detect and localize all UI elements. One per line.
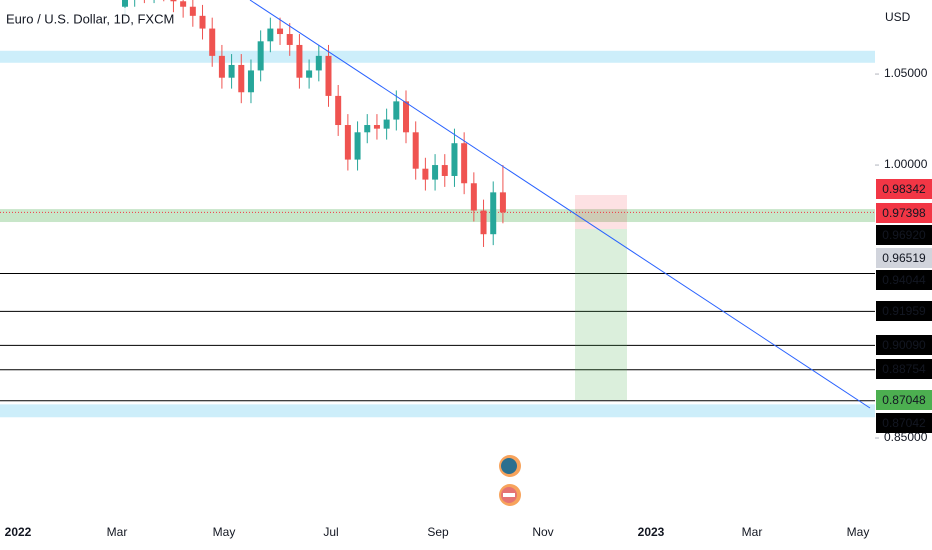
candle-body [412,132,419,169]
zone [0,209,875,223]
price-label-box [876,248,932,268]
candle-body [490,192,497,235]
candle-body [383,119,390,129]
chart-title: Euro / U.S. Dollar, 1D, FXCM [6,11,174,26]
candle-body [257,41,264,71]
target-zone [575,229,627,400]
price-label: 0.96519 [882,251,926,265]
title-background [0,8,158,32]
candle-body [209,28,216,56]
x-tick-label: 2022 [5,525,32,539]
x-tick-label: Nov [532,525,553,539]
currency-label: USD [885,10,911,24]
candle-body [315,55,322,71]
candle-body [218,55,225,78]
y-tick-label: 0.85000 [884,430,928,444]
candle-body [393,101,400,120]
candle-body [267,28,274,42]
stop-zone [575,195,627,229]
candle-body [470,183,477,211]
y-tick-label: 1.05000 [884,66,928,80]
price-label-box [876,225,932,245]
candle-body [180,1,187,7]
candle-body [499,192,506,213]
trend-line [249,0,871,409]
candle-body [277,28,284,35]
candle-body [480,210,487,235]
candle-body [296,44,303,78]
price-label: 0.94044 [882,273,926,287]
price-labels: 0.98342 0.97398 0.96920 0.96519 0.94044 0.919… [876,179,932,433]
event-icon [501,458,517,474]
price-label-box [876,270,932,290]
price-label: 0.96920 [882,228,926,242]
price-label: 0.87042 [882,416,926,430]
price-label: 0.97398 [882,206,926,220]
x-tick-label: Mar [742,525,763,539]
zone [0,404,875,418]
price-label-box [876,203,932,223]
candle-body [441,165,448,176]
level-lines [0,272,875,402]
price-label: 0.90090 [882,338,926,352]
candle-body [306,70,313,78]
y-tick-label: 1.00000 [884,157,928,171]
candle-body [364,125,371,133]
price-label-box [876,413,932,433]
price-label-box [876,301,932,321]
price-label: 0.87048 [882,393,926,407]
candle-body [228,64,235,78]
candle-body [286,34,293,45]
candle-body [247,70,254,93]
axes: 1.05000 1.00000 0.85000 2022 Mar May Jul Sep Nov… [5,66,928,539]
x-tick-label: Jul [323,525,338,539]
price-label-box [876,179,932,199]
candle-body [335,95,342,126]
price-label: 0.91959 [882,304,926,318]
candle-body [403,101,410,133]
candle-body [189,6,196,16]
price-label-box [876,359,932,379]
candle-body [461,143,468,184]
candle-body [451,143,458,176]
x-tick-label: May [847,525,870,539]
price-label: 0.88754 [882,362,926,376]
price-label-box [876,390,932,410]
candle-body [199,15,206,29]
zone [0,50,875,63]
x-tick-label: Sep [427,525,449,539]
candle-body [432,165,439,180]
event-icons [499,455,521,506]
candle-body [238,64,245,93]
candle-body [373,125,380,129]
candle-body [325,55,332,96]
candles [122,0,506,247]
zones [0,50,875,418]
x-tick-label: Mar [107,525,128,539]
candle-body [122,0,128,7]
price-label: 0.98342 [882,182,926,196]
candle-body [344,125,351,160]
x-tick-label: 2023 [638,525,665,539]
candle-body [170,0,177,2]
candle-body [422,168,429,180]
candle-body [354,132,361,160]
event-icon [503,493,515,497]
x-tick-label: May [213,525,236,539]
price-label-box [876,335,932,355]
